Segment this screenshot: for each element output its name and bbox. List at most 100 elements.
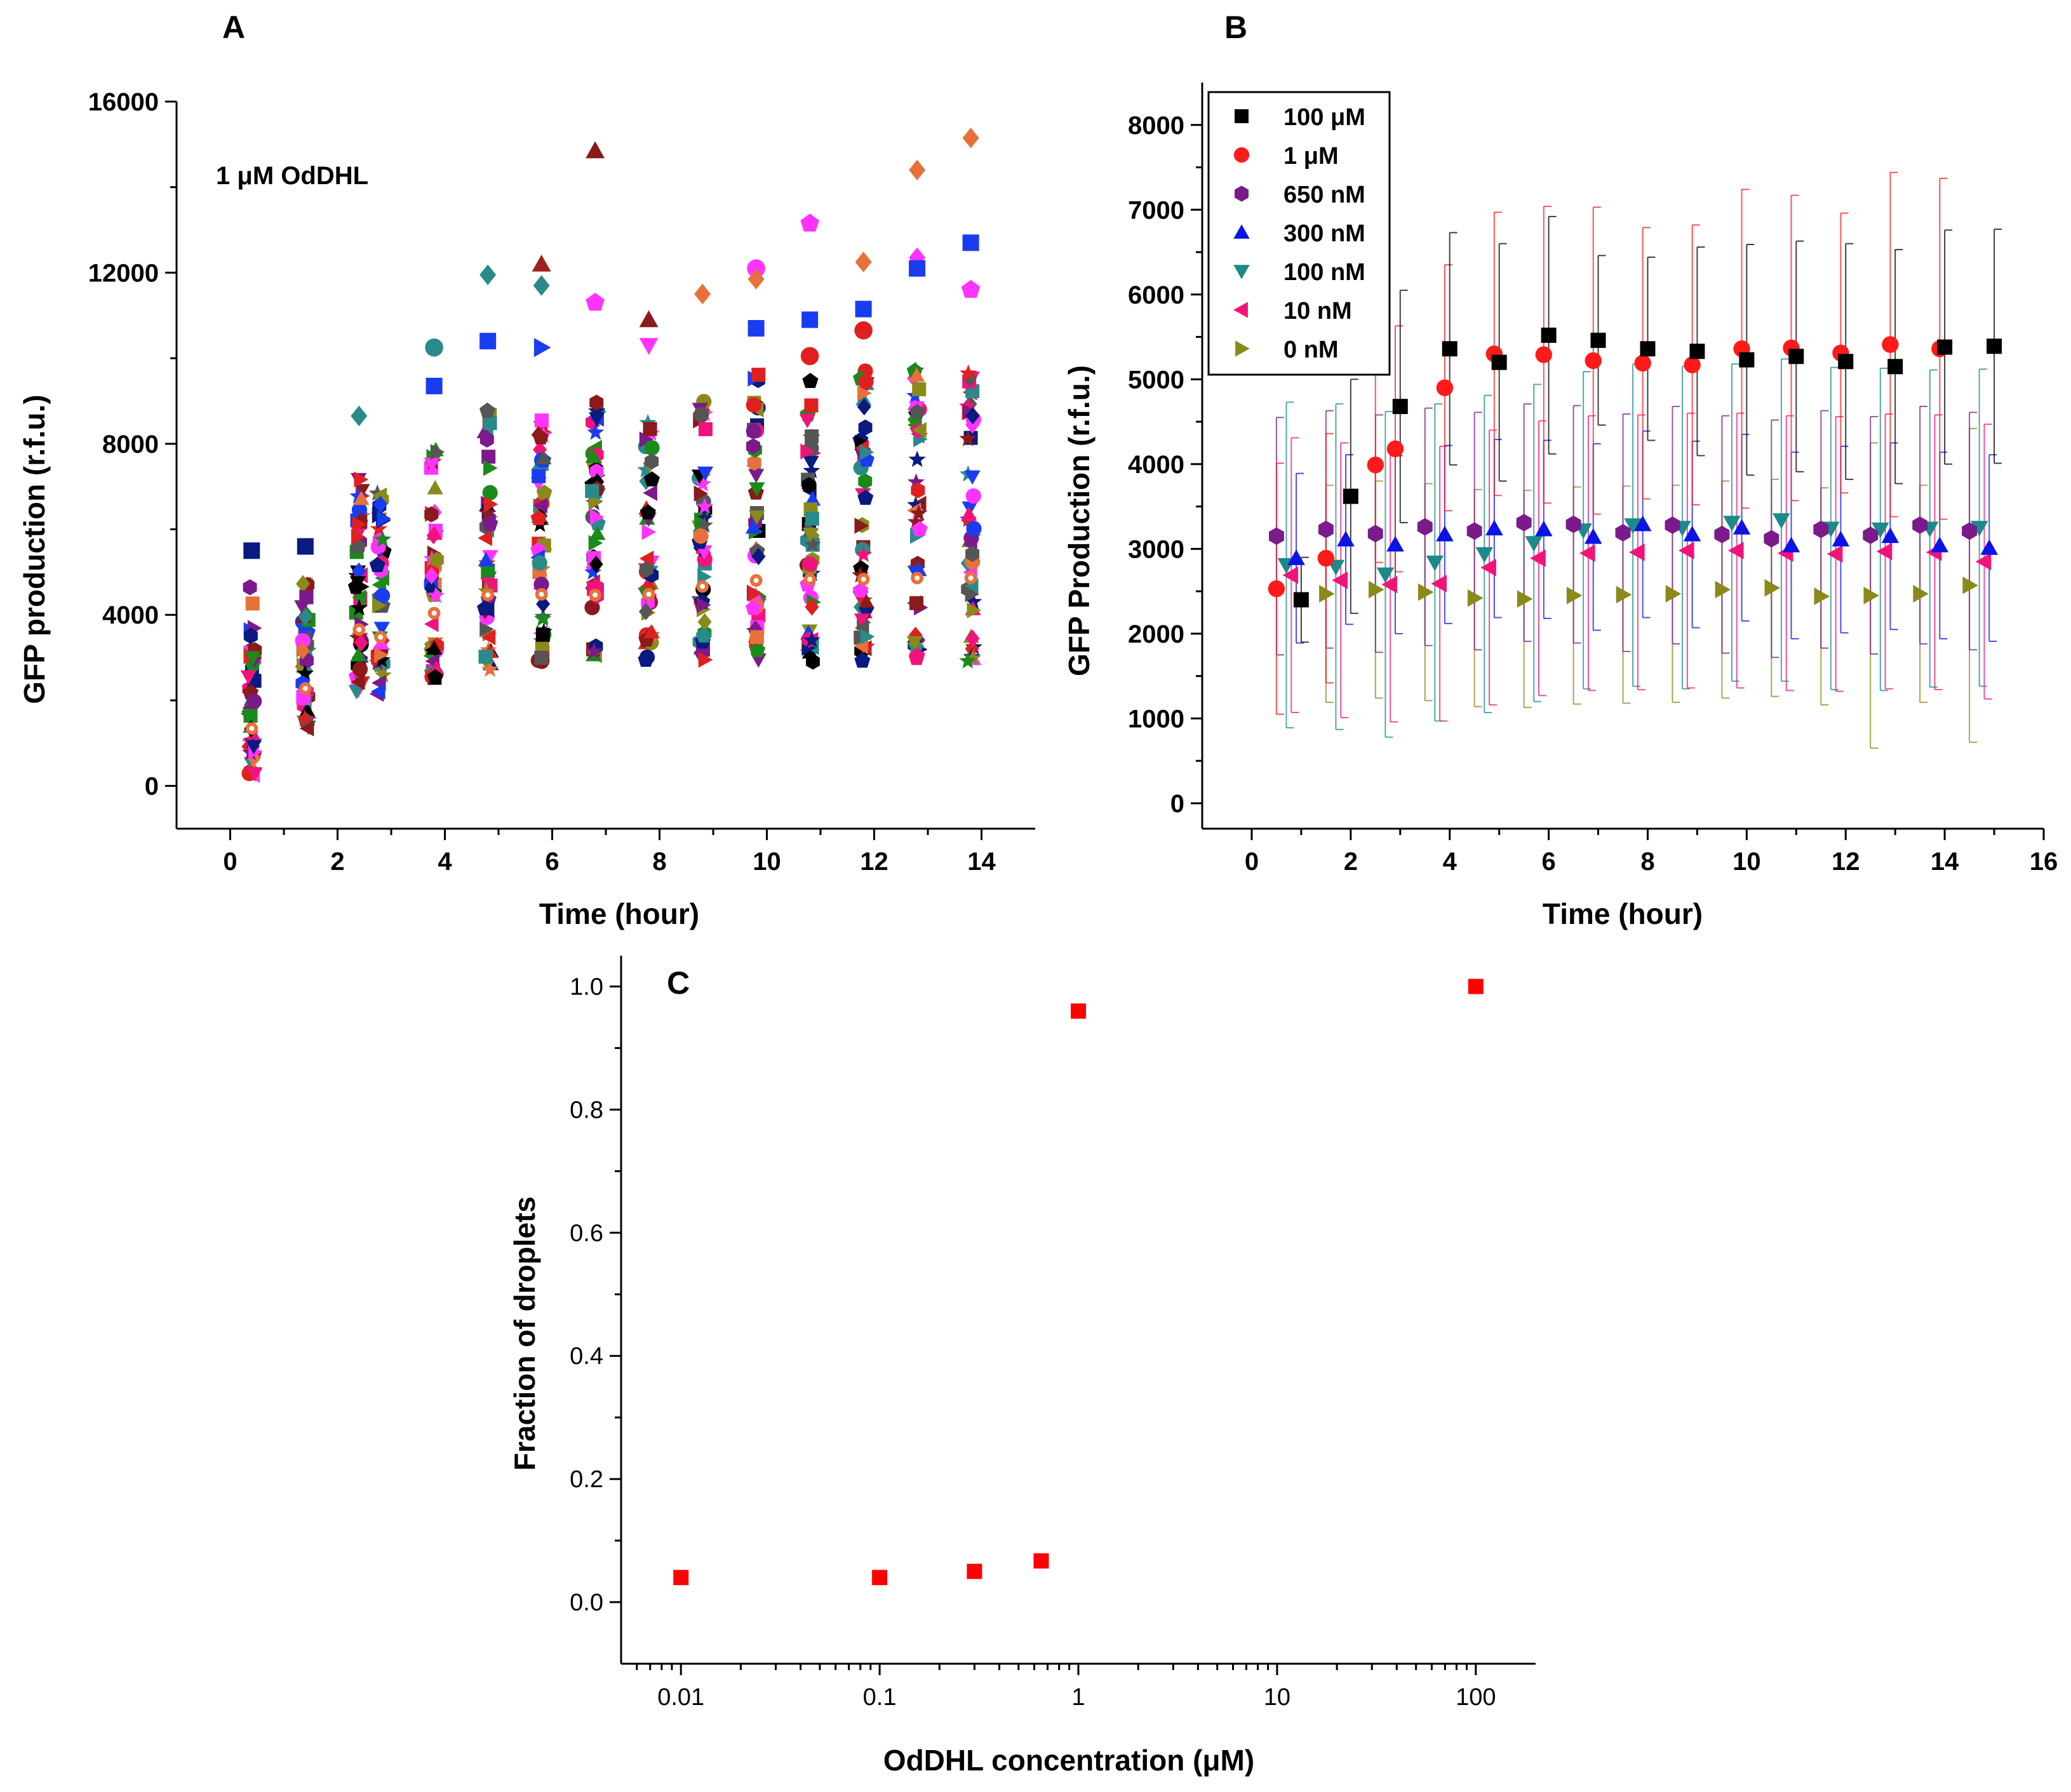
chart-a-point (906, 636, 923, 651)
chart-b-point (1764, 579, 1781, 597)
chart-b-ytick-label: 6000 (1128, 281, 1184, 309)
chart-a-outlier-point (479, 333, 497, 350)
chart-b-point (1516, 514, 1532, 532)
chart-b-point (1369, 580, 1384, 599)
chart-b-point (1937, 339, 1953, 355)
chart-a-outlier-point (909, 247, 926, 269)
chart-a-point (643, 471, 660, 486)
chart-a-point (857, 398, 871, 416)
chart-b-point (1826, 545, 1843, 563)
chart-c-point (1468, 979, 1484, 994)
chart-b-legend-marker (1235, 109, 1249, 123)
chart-a-point (751, 547, 766, 566)
chart-a-point (644, 440, 660, 456)
chart-a-ytick-label: 0 (145, 773, 159, 801)
chart-b-point (1442, 341, 1458, 357)
chart-b-point (1530, 549, 1546, 567)
chart-a-point (858, 594, 875, 608)
chart-a-point (964, 470, 981, 485)
chart-b-point (1814, 587, 1830, 605)
chart-a-outlier-point (855, 251, 872, 272)
chart-a-point (965, 629, 980, 648)
chart-a-point (749, 482, 765, 497)
chart-b-point (1739, 352, 1755, 368)
chart-b-point (1723, 516, 1741, 532)
chart-a-point (751, 368, 766, 382)
chart-a-point (533, 610, 552, 627)
chart-c-point (673, 1570, 689, 1586)
chart-b-xtick-label: 6 (1541, 848, 1555, 876)
chart-a-point (479, 402, 495, 418)
chart-a-point (967, 602, 981, 619)
chart-b-xtick-label: 10 (1733, 848, 1761, 876)
chart-a-point (584, 599, 600, 615)
chart-a-point (371, 683, 385, 700)
chart-a-point (426, 526, 441, 545)
chart-b-point (1634, 354, 1651, 372)
chart-c-ytick-label: 1.0 (570, 973, 603, 1000)
chart-a-point (373, 651, 391, 668)
chart-a-point (959, 397, 977, 414)
chart-b-point (1318, 520, 1334, 538)
chart-b-point (1728, 542, 1744, 559)
chart-b-point (1913, 585, 1929, 603)
chart-a-xtick-label: 8 (652, 848, 666, 876)
chart-a-point (643, 422, 657, 436)
chart-b-xtick-label: 12 (1832, 848, 1860, 876)
chart-a-xtick-label: 6 (545, 848, 559, 876)
chart-b-point (1931, 537, 1949, 552)
chart-a-point (907, 496, 925, 512)
chart-a-point (853, 560, 869, 575)
chart-b-point (1782, 537, 1800, 552)
chart-b-xtick-label: 2 (1344, 848, 1358, 876)
chart-a-point (694, 406, 709, 423)
chart-a-point (854, 518, 869, 534)
chart-b-legend-label: 10 nM (1283, 298, 1352, 324)
chart-a-point (964, 649, 982, 666)
chart-b-point (1317, 549, 1335, 567)
chart-panel-a: 1 μM OdDHL Time (hour) GFP production (r… (18, 88, 1035, 930)
chart-b-point (1418, 583, 1434, 601)
chart-a-point (910, 504, 928, 521)
chart-a-point (245, 596, 260, 611)
chart-a-point (533, 429, 549, 445)
chart-a-outlier-point (801, 311, 819, 328)
chart-a-point (368, 484, 386, 501)
chart-a-point (351, 539, 365, 556)
chart-b-point (1832, 530, 1850, 547)
chart-a-point (426, 640, 443, 655)
chart-a-ytick-label: 8000 (102, 431, 159, 458)
chart-c-point (872, 1570, 888, 1586)
chart-b-xtick-label: 0 (1245, 848, 1259, 876)
chart-a-outlier-point (639, 338, 659, 355)
chart-a-point (354, 471, 369, 488)
chart-b-point (1386, 535, 1404, 552)
chart-b-legend-marker (1233, 224, 1250, 239)
chart-a-point (695, 627, 712, 643)
chart-b-point (1980, 539, 1999, 555)
chart-a-point (908, 450, 926, 467)
chart-a-point-center-dot (968, 575, 974, 581)
chart-b-point (1987, 338, 2002, 354)
chart-a-point (245, 740, 262, 754)
chart-a-point (295, 642, 310, 660)
chart-b-point (1541, 327, 1557, 343)
chart-a-point (299, 720, 314, 737)
chart-a-point (296, 664, 314, 681)
chart-c-xtick-label: 1 (1071, 1684, 1085, 1711)
chart-b-ytick-label: 3000 (1128, 535, 1184, 563)
chart-a-outlier-point (426, 377, 443, 394)
chart-b-point (1975, 552, 1992, 571)
chart-c-xtick-label: 0.1 (863, 1684, 897, 1711)
chart-a-point (965, 406, 980, 425)
chart-a-point (370, 519, 387, 537)
chart-a-point (430, 444, 445, 460)
chart-a-point (481, 660, 499, 677)
chart-a-point (295, 632, 311, 649)
chart-a-outlier-point (533, 275, 550, 296)
chart-a-point (424, 506, 439, 523)
chart-a-point (639, 431, 654, 448)
chart-a-point-center-dot (700, 584, 706, 589)
chart-b-point (1962, 522, 1977, 540)
chart-panel-b: Time (hour) GFP Production (r.f.u.) 0 2 4 6… (1062, 83, 2058, 930)
